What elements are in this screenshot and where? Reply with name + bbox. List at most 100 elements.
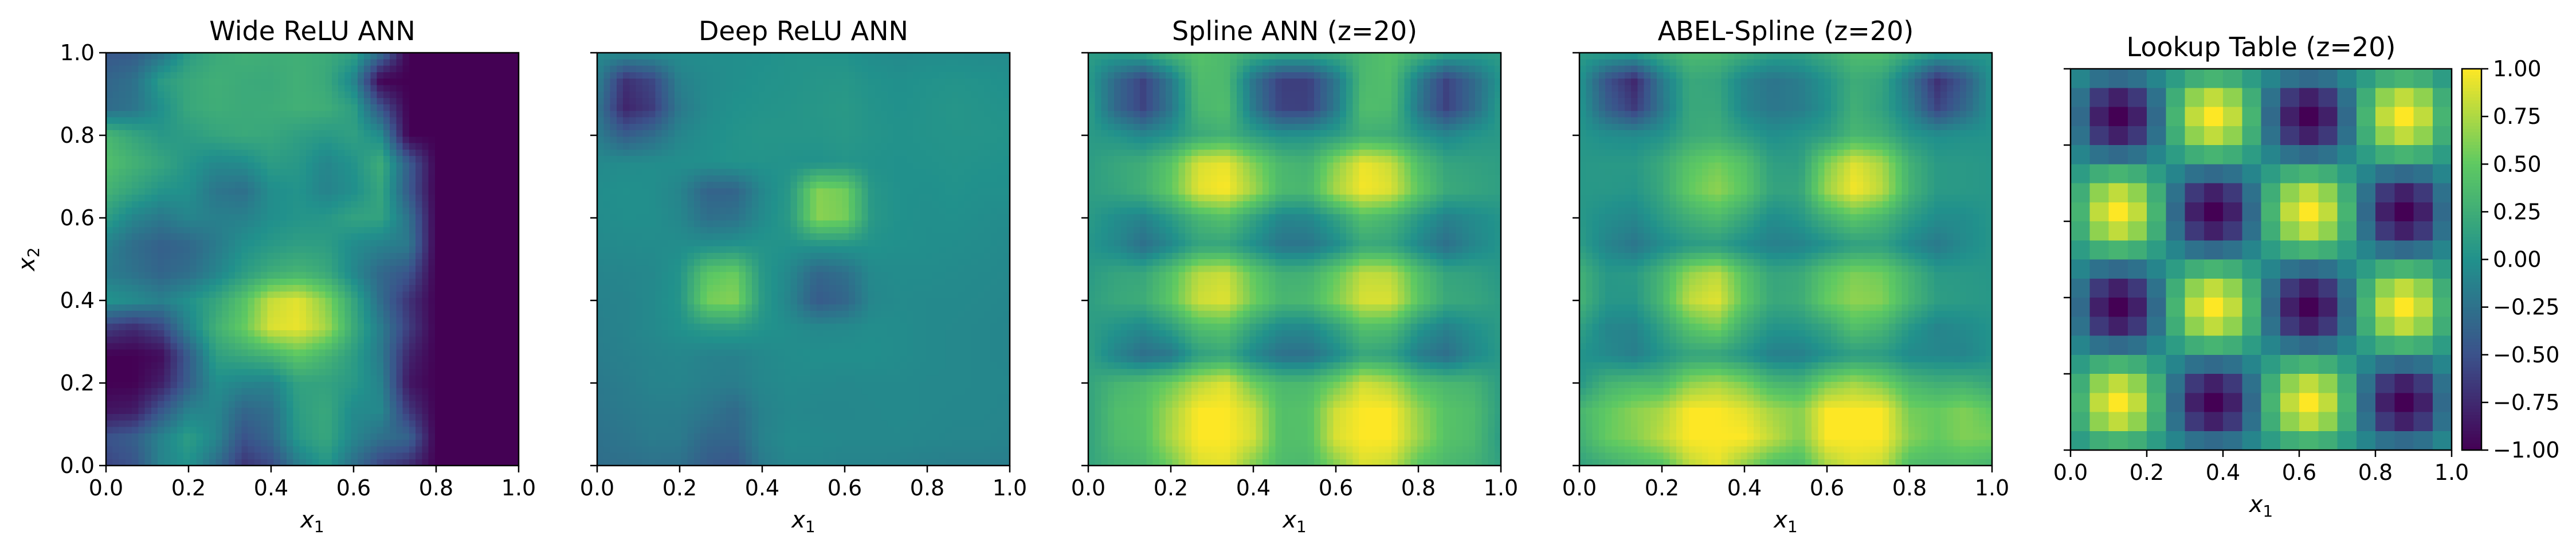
heatmap-cell (305, 59, 313, 67)
heatmap-cell (241, 79, 249, 85)
heatmap-cell (428, 343, 436, 350)
heatmap-cell (338, 407, 345, 415)
heatmap-cell (305, 79, 313, 85)
heatmap-cell (629, 59, 637, 67)
heatmap-cell (422, 156, 429, 163)
heatmap-cell (448, 278, 455, 286)
heatmap-cell (273, 156, 281, 163)
heatmap-cell (454, 259, 461, 266)
heatmap-cell (177, 337, 184, 343)
heatmap-cell (273, 355, 281, 363)
heatmap-cell (183, 311, 190, 318)
heatmap-cell (138, 452, 146, 460)
heatmap-cell (164, 169, 171, 176)
heatmap-cell (235, 337, 242, 343)
heatmap-cell (170, 214, 178, 221)
heatmap-cell (364, 337, 371, 343)
heatmap-cell (190, 226, 197, 234)
heatmap-cell (512, 65, 519, 73)
heatmap-cell (312, 175, 319, 182)
heatmap-cell (855, 53, 862, 60)
heatmap-cell (164, 362, 171, 369)
heatmap-cell (396, 246, 403, 253)
heatmap-cell (390, 349, 397, 357)
heatmap-cell (202, 182, 210, 189)
heatmap-cell (273, 175, 281, 182)
heatmap-cell (138, 143, 146, 150)
heatmap-cell (183, 194, 190, 202)
heatmap-cell (261, 201, 268, 208)
heatmap-cell (293, 304, 300, 311)
heatmap-cell (132, 175, 139, 182)
heatmap-cell (402, 194, 410, 202)
heatmap-cell (383, 162, 390, 170)
heatmap-cell (428, 104, 436, 111)
heatmap-cell (177, 459, 184, 466)
heatmap-cell (241, 175, 249, 182)
heatmap-cell (707, 104, 714, 111)
heatmap-cell (158, 91, 164, 99)
heatmap-cell (254, 233, 261, 240)
heatmap-cell (434, 169, 442, 176)
heatmap-cell (480, 85, 487, 92)
heatmap-cell (241, 349, 249, 357)
heatmap-cell (261, 311, 268, 318)
heatmap-cell (202, 394, 210, 402)
heatmap-cell (351, 72, 358, 79)
heatmap-cell (428, 381, 436, 389)
heatmap-cell (158, 136, 164, 144)
heatmap-cell (325, 298, 332, 305)
heatmap-cell (428, 311, 436, 318)
heatmap-cell (480, 194, 487, 202)
heatmap-cell (151, 420, 158, 428)
heatmap-cell (454, 149, 461, 157)
heatmap-cell (428, 136, 436, 144)
heatmap-cell (364, 246, 371, 253)
heatmap-cell (486, 388, 493, 395)
heatmap-cell (810, 72, 817, 79)
heatmap-cell (377, 226, 384, 234)
heatmap-cell (499, 381, 507, 389)
heatmap-cell (932, 79, 939, 85)
heatmap-cell (661, 130, 669, 137)
heatmap-cell (428, 169, 436, 176)
heatmap-cell (158, 162, 164, 170)
heatmap-cell (409, 304, 416, 311)
y-tick-label: 1.0 (60, 40, 95, 65)
heatmap-cell (499, 194, 507, 202)
heatmap-cell (144, 272, 152, 279)
heatmap-cell (151, 162, 158, 170)
heatmap-cell (344, 143, 352, 150)
heatmap-cell (693, 130, 701, 137)
heatmap-cell (642, 91, 649, 99)
heatmap-cell (164, 337, 171, 343)
heatmap-cell (151, 59, 158, 67)
heatmap-cell (235, 149, 242, 157)
heatmap-cell (280, 194, 287, 202)
heatmap-cell (287, 59, 293, 67)
heatmap-cell (415, 130, 422, 137)
heatmap-cell (460, 459, 468, 466)
heatmap-cell (209, 349, 216, 357)
heatmap-cell (1003, 104, 1010, 111)
heatmap-cell (228, 388, 236, 395)
heatmap-cell (434, 59, 442, 67)
heatmap-cell (636, 130, 643, 137)
heatmap-cell (190, 446, 197, 454)
heatmap-cell (209, 362, 216, 369)
heatmap-cell (480, 304, 487, 311)
heatmap-cell (196, 375, 203, 382)
heatmap-cell (112, 349, 120, 357)
heatmap-cell (241, 246, 249, 253)
heatmap-cell (183, 259, 190, 266)
heatmap-cell (138, 285, 146, 292)
heatmap-cell (441, 375, 448, 382)
heatmap-cell (228, 407, 236, 415)
heatmap-cell (215, 414, 223, 421)
heatmap-cell (460, 65, 468, 73)
heatmap-cell (803, 136, 810, 144)
heatmap-cell (196, 85, 203, 92)
heatmap-cell (209, 317, 216, 325)
heatmap-cell (848, 59, 856, 67)
heatmap-cell (287, 175, 293, 182)
